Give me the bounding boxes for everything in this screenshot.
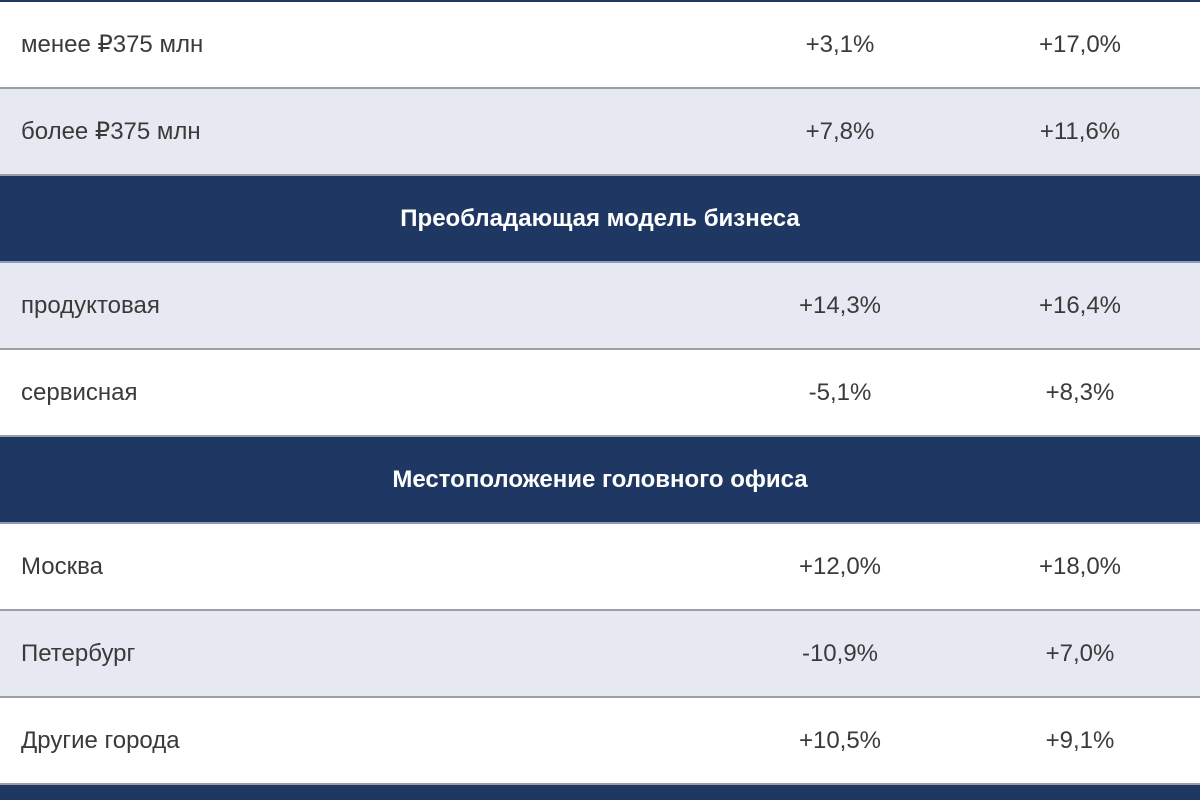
row-label: Петербург bbox=[21, 640, 136, 667]
row-value-col2: +9,1% bbox=[1045, 727, 1115, 754]
row-value-col2: +18,0% bbox=[1038, 553, 1122, 580]
row-value-col2: +11,6% bbox=[1039, 118, 1121, 145]
table-row-revenue-over-375: более ₽375 млн +7,8% +11,6% bbox=[0, 89, 1200, 176]
row-label: Москва bbox=[21, 553, 103, 580]
row-label: Другие города bbox=[21, 727, 180, 754]
row-label: более ₽375 млн bbox=[21, 118, 201, 145]
section-header-office-location: Местоположение головного офиса bbox=[0, 437, 1200, 524]
row-value-col1: +12,0% bbox=[798, 553, 882, 580]
row-value-col1: +3,1% bbox=[805, 31, 875, 58]
row-value-col2: +17,0% bbox=[1038, 31, 1122, 58]
row-value-col1: -10,9% bbox=[801, 640, 879, 667]
section-title: Местоположение головного офиса bbox=[392, 466, 808, 493]
table-row-product: продуктовая +14,3% +16,4% bbox=[0, 263, 1200, 350]
row-value-col2: +8,3% bbox=[1045, 379, 1115, 406]
table-row-petersburg: Петербург -10,9% +7,0% bbox=[0, 611, 1200, 698]
row-value-col1: -5,1% bbox=[808, 379, 872, 406]
table-row-moscow: Москва +12,0% +18,0% bbox=[0, 524, 1200, 611]
row-label: менее ₽375 млн bbox=[21, 31, 204, 58]
row-value-col1: +7,8% bbox=[805, 118, 875, 145]
next-section-header-partial bbox=[0, 785, 1200, 800]
section-title: Преобладающая модель бизнеса bbox=[400, 205, 800, 232]
row-label: продуктовая bbox=[21, 292, 160, 319]
row-value-col1: +14,3% bbox=[798, 292, 882, 319]
top-border bbox=[0, 0, 1200, 2]
row-value-col1: +10,5% bbox=[798, 727, 882, 754]
row-label: сервисная bbox=[21, 379, 138, 406]
row-value-col2: +7,0% bbox=[1045, 640, 1115, 667]
table-row-service: сервисная -5,1% +8,3% bbox=[0, 350, 1200, 437]
table-row-revenue-under-375: менее ₽375 млн +3,1% +17,0% bbox=[0, 2, 1200, 89]
section-header-business-model: Преобладающая модель бизнеса bbox=[0, 176, 1200, 263]
row-value-col2: +16,4% bbox=[1038, 292, 1122, 319]
table-row-other-cities: Другие города +10,5% +9,1% bbox=[0, 698, 1200, 785]
